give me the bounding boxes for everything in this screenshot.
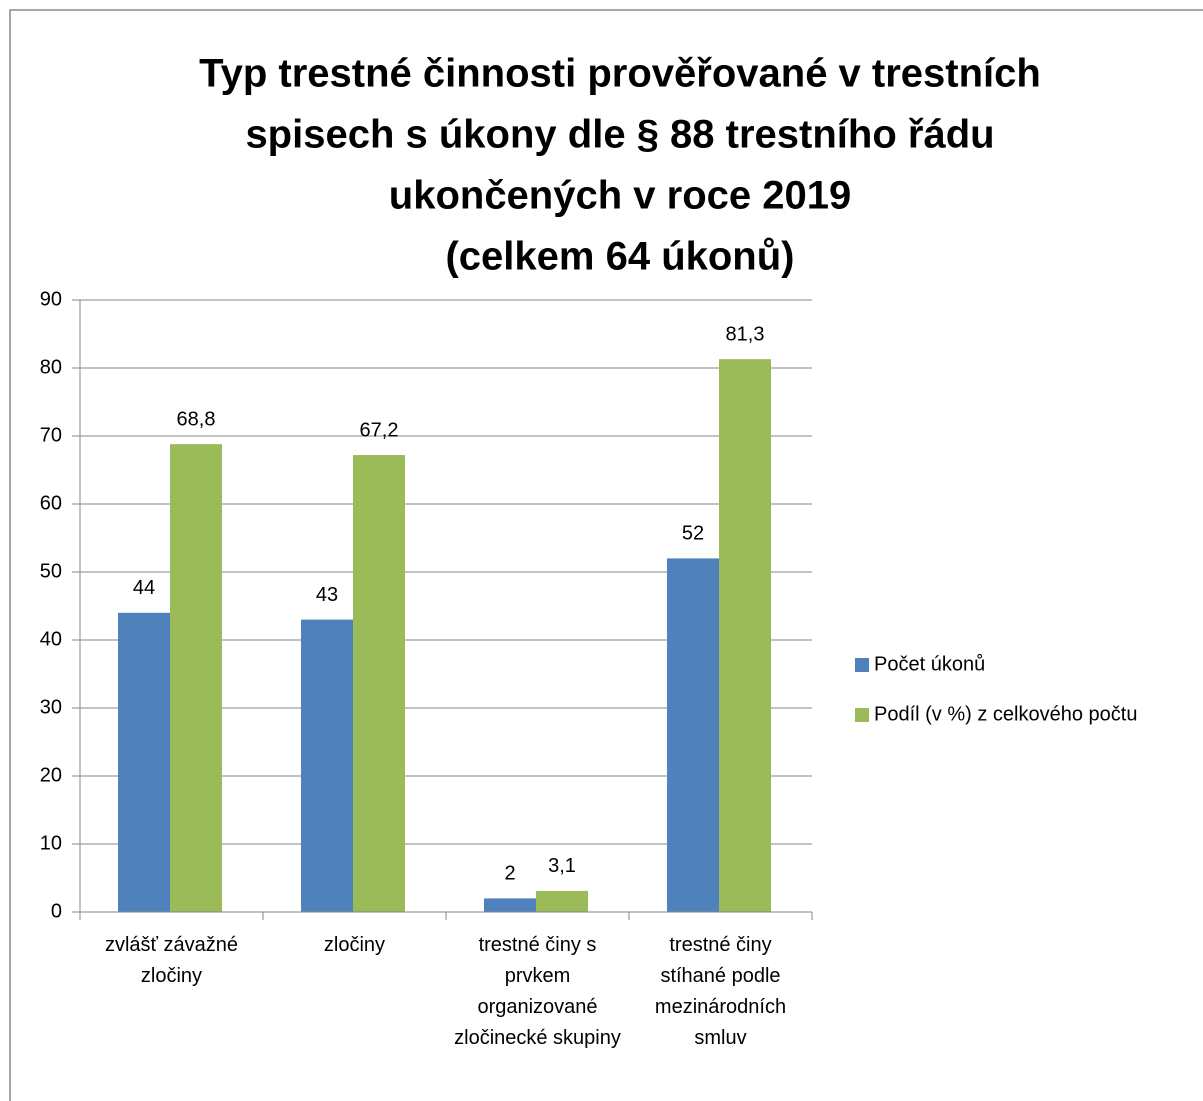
bar — [118, 612, 170, 912]
chart-title: spisech s úkony dle § 88 trestního řádu — [245, 113, 994, 157]
x-tick-label: zločiny — [323, 934, 386, 956]
y-tick-label: 40 — [40, 628, 62, 650]
legend-label: Počet úkonů — [874, 653, 985, 675]
y-tick-label: 30 — [40, 696, 62, 718]
data-label: 44 — [133, 577, 155, 599]
bar — [301, 619, 353, 912]
data-label: 43 — [316, 584, 338, 606]
data-label: 68,8 — [177, 408, 216, 430]
x-tick-label: zvlášť závažné zločiny — [104, 934, 239, 987]
y-tick-label: 20 — [40, 764, 62, 786]
y-tick-label: 80 — [40, 356, 62, 378]
y-tick-label: 10 — [40, 832, 62, 854]
legend-swatch — [855, 708, 869, 722]
y-tick-label: 60 — [40, 492, 62, 514]
chart-title: Typ trestné činnosti prověřované v trest… — [199, 52, 1041, 96]
data-label: 67,2 — [360, 419, 399, 441]
bar — [484, 898, 536, 912]
legend-swatch — [855, 658, 869, 672]
bar — [170, 444, 222, 912]
y-tick-label: 70 — [40, 424, 62, 446]
data-label: 3,1 — [548, 855, 576, 877]
y-tick-label: 50 — [40, 560, 62, 582]
data-label: 52 — [682, 523, 704, 545]
bar — [536, 890, 588, 912]
bar — [719, 359, 771, 912]
y-tick-label: 0 — [51, 900, 62, 922]
bar — [353, 455, 405, 912]
legend-label: Podíl (v %) z celkového počtu — [874, 703, 1137, 725]
y-tick-label: 90 — [40, 288, 62, 310]
x-tick-label: trestné činy s prvkem organizované zloči… — [454, 934, 621, 1049]
x-tick-label: trestné činy stíhané podle mezinárodních… — [654, 934, 787, 1049]
data-label: 2 — [504, 863, 515, 885]
chart-border — [9, 9, 1203, 1101]
data-label: 81,3 — [726, 323, 765, 345]
bar — [667, 558, 719, 912]
chart-title: ukončených v roce 2019 — [389, 174, 851, 218]
chart-title: (celkem 64 úkonů) — [445, 235, 794, 279]
